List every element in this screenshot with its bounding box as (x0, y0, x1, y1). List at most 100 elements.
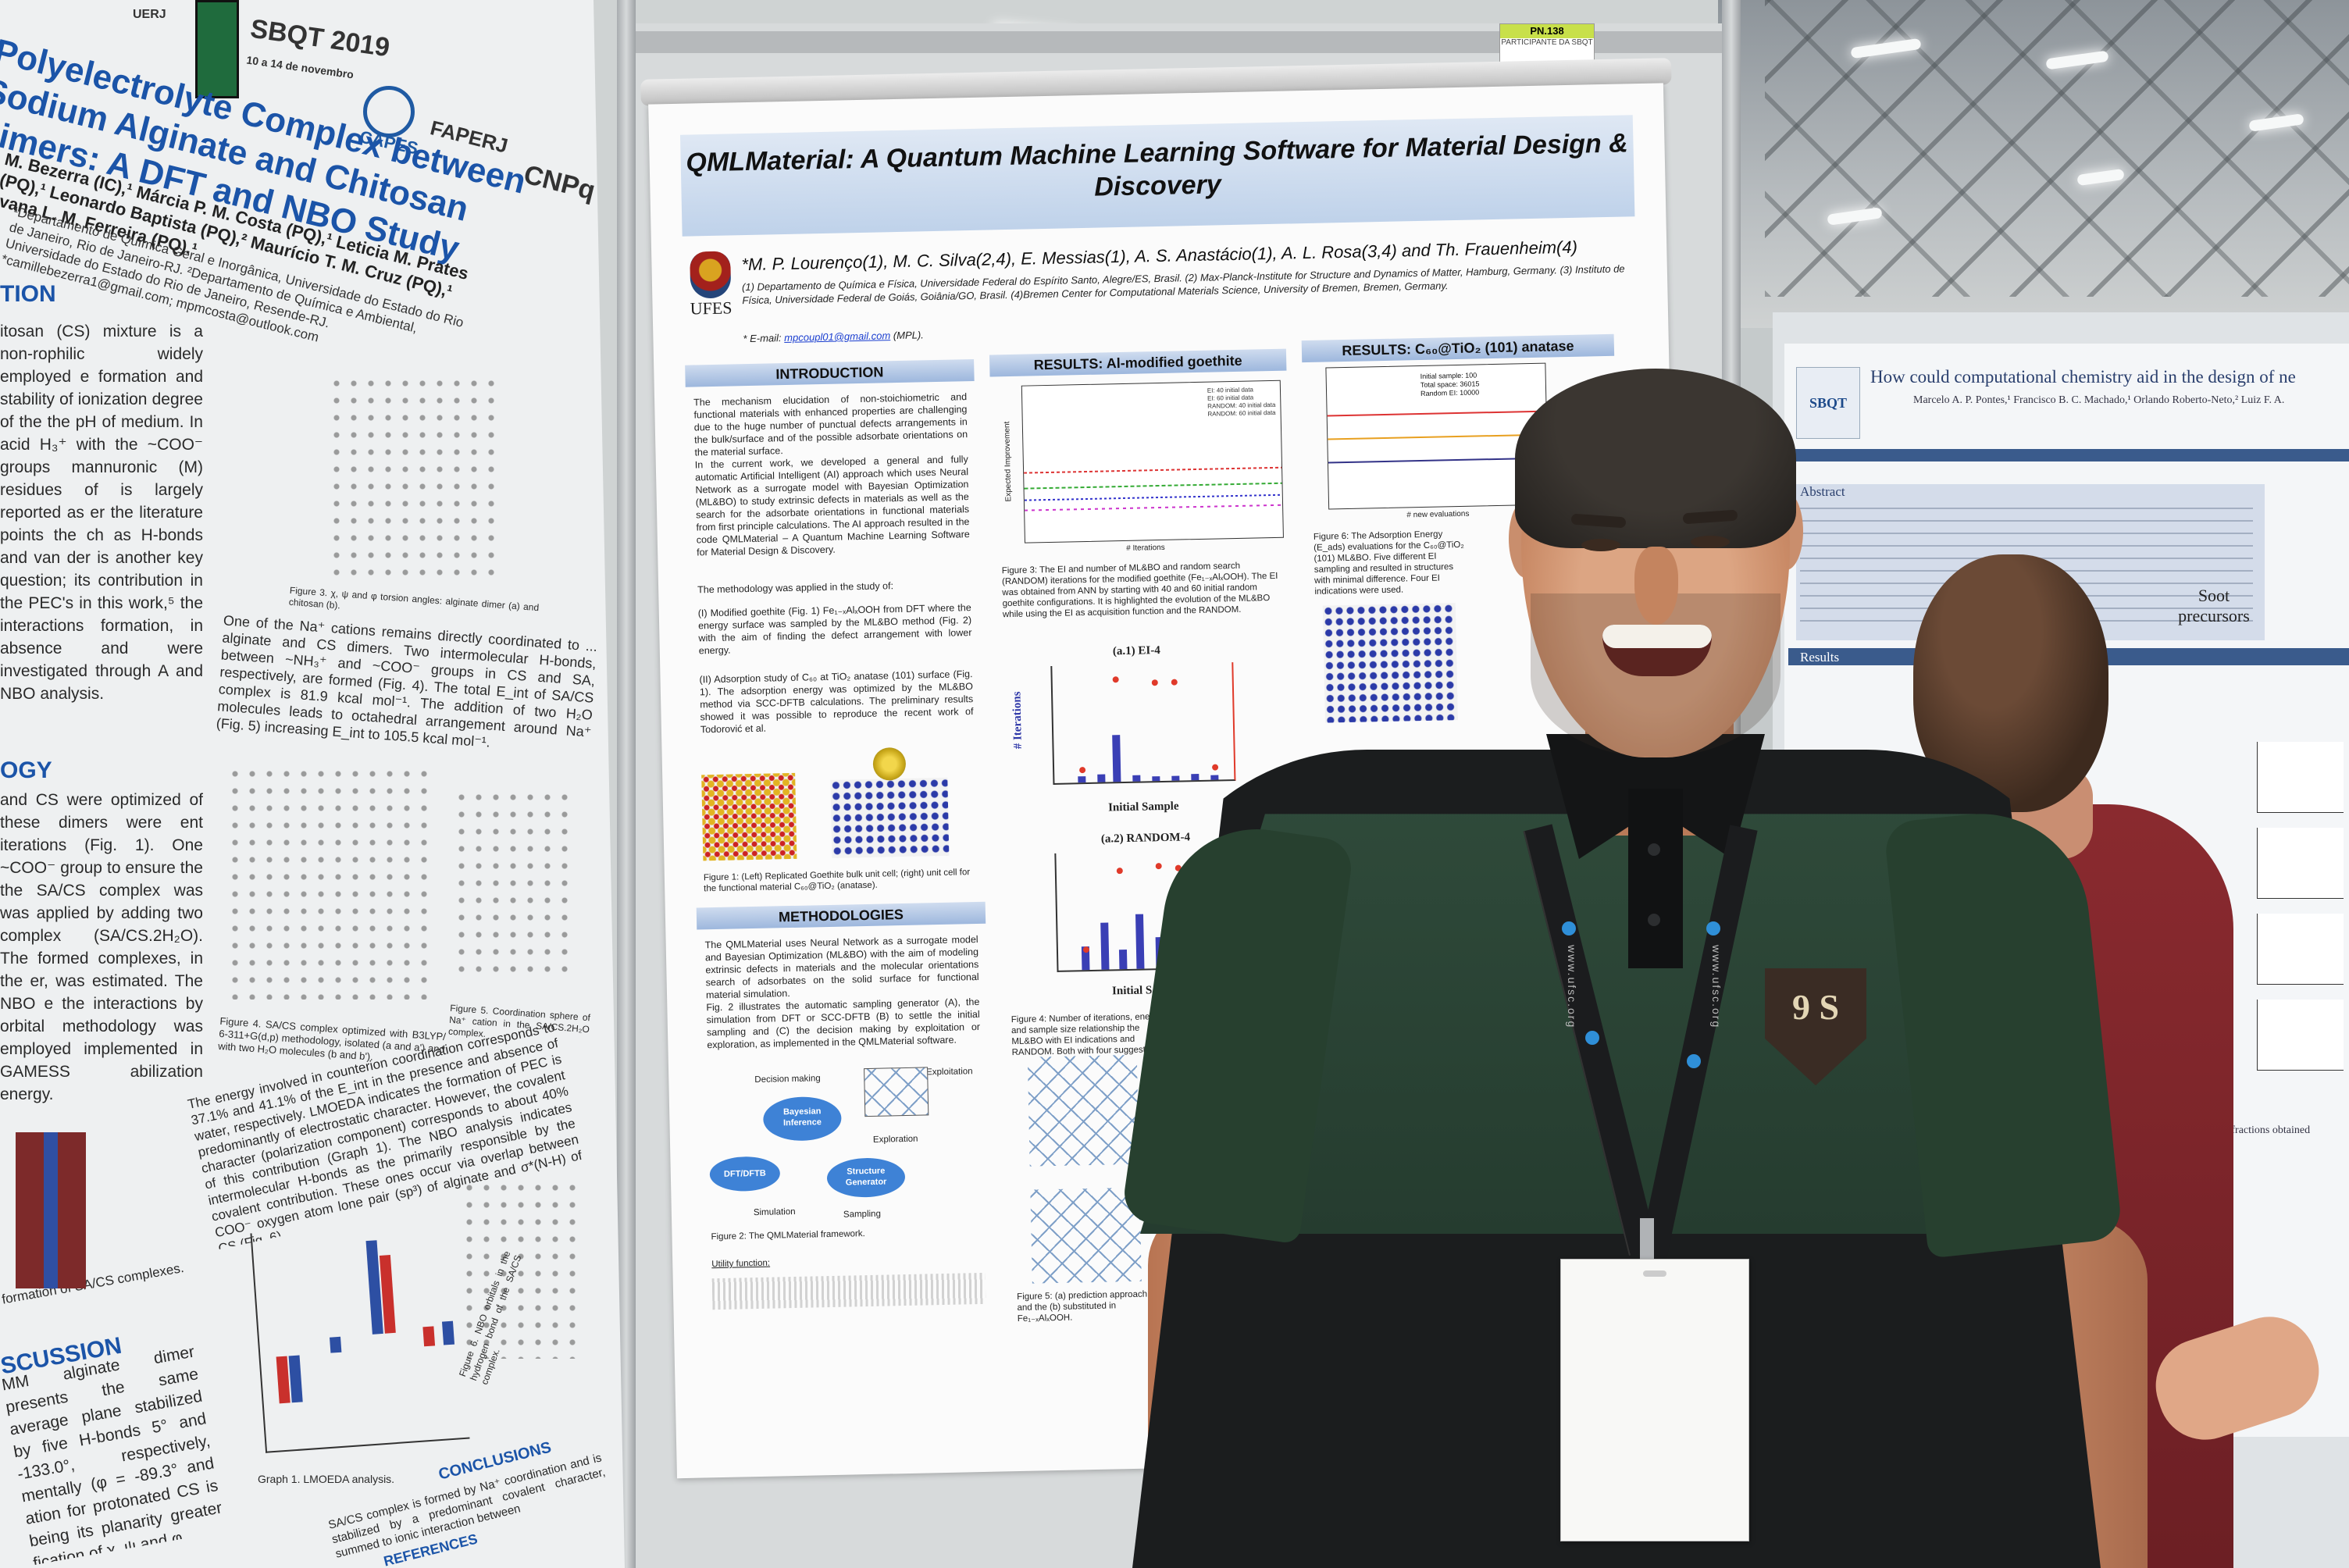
right-poster-band (1788, 449, 2349, 461)
flow-simulation-label: Simulation (753, 1206, 796, 1218)
ceiling-truss (1765, 0, 2349, 297)
fig6-caption: Figure 6: The Adsorption Energy (E_ads) … (1313, 529, 1464, 597)
plot1-xlabel: # Iterations (1126, 543, 1165, 553)
chart-a1-title: (a.1) EI-4 (1112, 644, 1160, 658)
person-smile (1602, 625, 1712, 676)
introduction-p4: (I) Modified goethite (Fig. 1) Fe₁₋ₓAlₓO… (697, 602, 972, 657)
sbqt-dates: 10 a 14 de novembro (245, 53, 355, 81)
bar (1132, 775, 1141, 782)
right-poster-title: How could computational chemistry aid in… (1870, 367, 2296, 387)
chart-a1-ylabel: # Iterations (1011, 691, 1025, 750)
badge-clip (1640, 1218, 1654, 1265)
left-section-intro: TION (0, 281, 56, 307)
graph-bar (441, 1320, 455, 1345)
graph-bar (288, 1355, 303, 1403)
shirt-crest-text: 9 S (1791, 987, 1840, 1027)
utility-function-label: Utility function: (711, 1258, 771, 1270)
person-hair (1515, 369, 1796, 548)
molecule-figure-5 (453, 789, 578, 976)
email-prefix: * E-mail: (743, 332, 782, 345)
results-anatase-head: RESULTS: C₆₀@TiO₂ (101) anatase (1301, 333, 1615, 363)
molecule-figure-6 (461, 1179, 578, 1359)
bar (1135, 914, 1145, 969)
energy-point (1079, 767, 1086, 774)
soot-precursors-label: Soot precursors (2178, 586, 2250, 625)
energy-point (1116, 868, 1123, 875)
person-nose (1634, 547, 1678, 625)
flow-decision-label: Decision making (754, 1074, 821, 1085)
c60-anatase-structure (1322, 603, 1458, 723)
introduction-head: INTRODUCTION (685, 358, 975, 387)
series-line (1328, 457, 1547, 464)
bayesian-inference-node: Bayesian Inference (762, 1096, 842, 1142)
hall-background (1718, 0, 2349, 328)
shirt-placket (1628, 789, 1683, 968)
left-poster: UERJ SBQT 2019 10 a 14 de novembro CAPES… (0, 0, 625, 1568)
methodologies-p1: The QMLMaterial uses Neural Network as a… (704, 934, 979, 1001)
left-poster-logos: UERJ SBQT 2019 10 a 14 de novembro CAPES… (133, 0, 601, 206)
dft-node: DFT/DFTB (709, 1156, 781, 1192)
left-discussion-text: MM alginate dimer presents the same aver… (0, 1342, 223, 1566)
sampling-scatter-plot (864, 1067, 929, 1117)
introduction-p5: (II) Adsorption study of C₆₀ at TiO₂ ana… (699, 668, 974, 736)
methodologies-head: METHODOLOGIES (696, 901, 986, 930)
methodologies-p2: Fig. 2 illustrates the automatic samplin… (706, 996, 981, 1051)
introduction-p1: The mechanism elucidation of non-stoichi… (693, 391, 968, 458)
badge-hole (1643, 1270, 1666, 1277)
poster-number: PN.138 (1500, 24, 1594, 38)
results-goethite-head: RESULTS: Al-modified goethite (989, 348, 1287, 377)
lanyard-logo-icon (1585, 1031, 1599, 1045)
lanyard-text: www.ufsc.org (1566, 945, 1578, 1029)
c60-molecule-icon (872, 747, 907, 781)
right-poster-graph (2257, 1000, 2344, 1071)
chart-a2-title: (a.2) RANDOM-4 (1100, 831, 1191, 846)
energy-point (1211, 764, 1219, 771)
plot2-xlabel: # new evaluations (1406, 509, 1470, 520)
introduction-p3: The methodology was applied in the study… (697, 580, 894, 596)
bar (1171, 775, 1180, 781)
capes-icon (363, 86, 415, 137)
bar (1078, 776, 1086, 783)
lanyard-logo-icon (1706, 921, 1720, 935)
left-method-text: and CS were optimized of these dimers we… (0, 791, 203, 1103)
plot-legend: EI: 40 initial data EI: 60 initial data … (1207, 386, 1276, 419)
lmoeda-graph (250, 1219, 470, 1453)
bar (1118, 950, 1128, 970)
left-bar-figure (16, 1132, 86, 1288)
graph-bar (365, 1240, 383, 1335)
fig3-caption: Figure 3: The EI and number of ML&BO and… (1001, 561, 1278, 620)
introduction-p2: In the current work, we developed a gene… (694, 454, 970, 558)
left-middle-text: One of the Na⁺ cations remains directly … (216, 612, 598, 750)
chart-a1-xlabel: Initial Sample (1107, 800, 1179, 814)
lanyard-logo-icon (1562, 921, 1576, 935)
lattice-figure-b (1030, 1187, 1142, 1284)
shirt-button (1648, 914, 1660, 926)
board-post (617, 0, 636, 1568)
series-line (1024, 482, 1282, 490)
email-suffix: (MPL). (893, 329, 924, 342)
ei-iterations-plot: EI: 40 initial data EI: 60 initial data … (1021, 380, 1284, 543)
bar (1100, 922, 1110, 970)
name-badge (1560, 1259, 1749, 1541)
ei4-bar-chart (1050, 662, 1236, 785)
right-poster-abstract-head: Abstract (1800, 484, 1845, 499)
plot-legend: Initial sample: 100 Total space: 36015 R… (1420, 371, 1480, 398)
graph-caption: Graph 1. LMOEDA analysis. (258, 1473, 395, 1485)
sbqt-logo (195, 0, 239, 98)
poster-email: * E-mail: mpcoupl01@gmail.com (MPL). (743, 329, 924, 344)
right-poster-graph (2257, 914, 2344, 985)
bar (1112, 735, 1121, 782)
poster-number-tag: PN.138 PARTICIPANTE DA SBQT (1499, 23, 1595, 66)
series-line (1328, 433, 1547, 440)
graph-bar (276, 1356, 291, 1404)
right-poster-graph (2257, 742, 2344, 813)
lanyard-logo-icon (1687, 1054, 1701, 1068)
right-poster-graph (2257, 828, 2344, 899)
uerj-logo: UERJ (133, 8, 166, 21)
right-poster-authors: Marcelo A. P. Pontes,¹ Francisco B. C. M… (1913, 394, 2285, 406)
molecule-figure-3 (328, 375, 500, 578)
ufes-logo-text: UFES (690, 298, 733, 319)
left-intro-text: itosan (CS) mixture is a non-rophilic wi… (0, 323, 203, 703)
graph-bar (330, 1336, 342, 1353)
